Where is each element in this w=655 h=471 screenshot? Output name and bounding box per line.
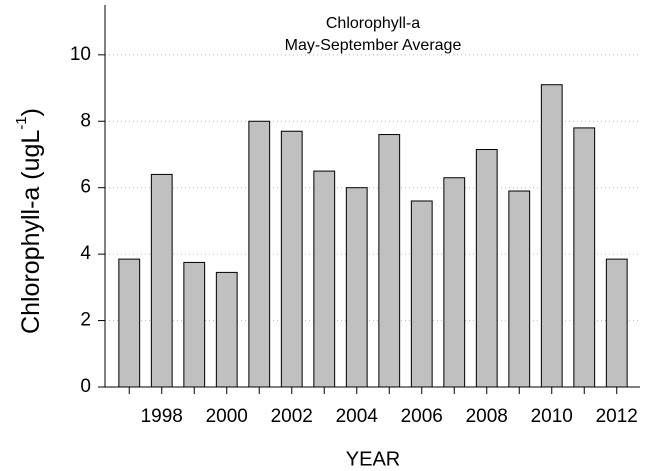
bar <box>475 148 498 388</box>
y-label-end: ) <box>17 108 45 116</box>
bar <box>378 134 401 388</box>
bar <box>540 84 563 388</box>
x-tick-label: 2010 <box>531 406 573 427</box>
y-label-superscript: -1 <box>13 116 30 129</box>
y-tick-label: 10 <box>70 44 91 65</box>
y-tick-label: 4 <box>80 243 91 264</box>
x-tick-label: 1998 <box>141 406 183 427</box>
bar <box>313 170 336 388</box>
x-tick-label: 2006 <box>401 406 443 427</box>
bar <box>280 130 303 388</box>
y-label-text: Chlorophyll-a (ugL <box>17 130 45 334</box>
x-tick-label: 2002 <box>271 406 313 427</box>
x-tick-label: 2008 <box>466 406 508 427</box>
x-axis-label: YEAR <box>346 448 400 470</box>
bar <box>150 173 173 388</box>
bar <box>605 258 628 388</box>
bar <box>508 190 531 388</box>
y-tick-label: 0 <box>80 376 91 397</box>
chart-subtitle: May-September Average <box>285 37 462 54</box>
chart-title: Chlorophyll-a <box>326 15 420 32</box>
bar <box>215 271 238 388</box>
bar <box>183 261 206 388</box>
y-tick-label: 6 <box>80 177 91 198</box>
bar <box>345 187 368 388</box>
x-tick-label: 2000 <box>206 406 248 427</box>
x-tick-label: 2012 <box>596 406 638 427</box>
bar <box>410 200 433 388</box>
bar <box>248 120 271 388</box>
y-tick-label: 8 <box>80 110 91 131</box>
bar <box>118 258 141 388</box>
y-axis-label: Chlorophyll-a (ugL-1) <box>13 108 45 334</box>
bar <box>573 127 596 388</box>
y-tick-label: 2 <box>80 310 91 331</box>
x-tick-label: 2004 <box>336 406 379 427</box>
bar <box>443 177 466 388</box>
